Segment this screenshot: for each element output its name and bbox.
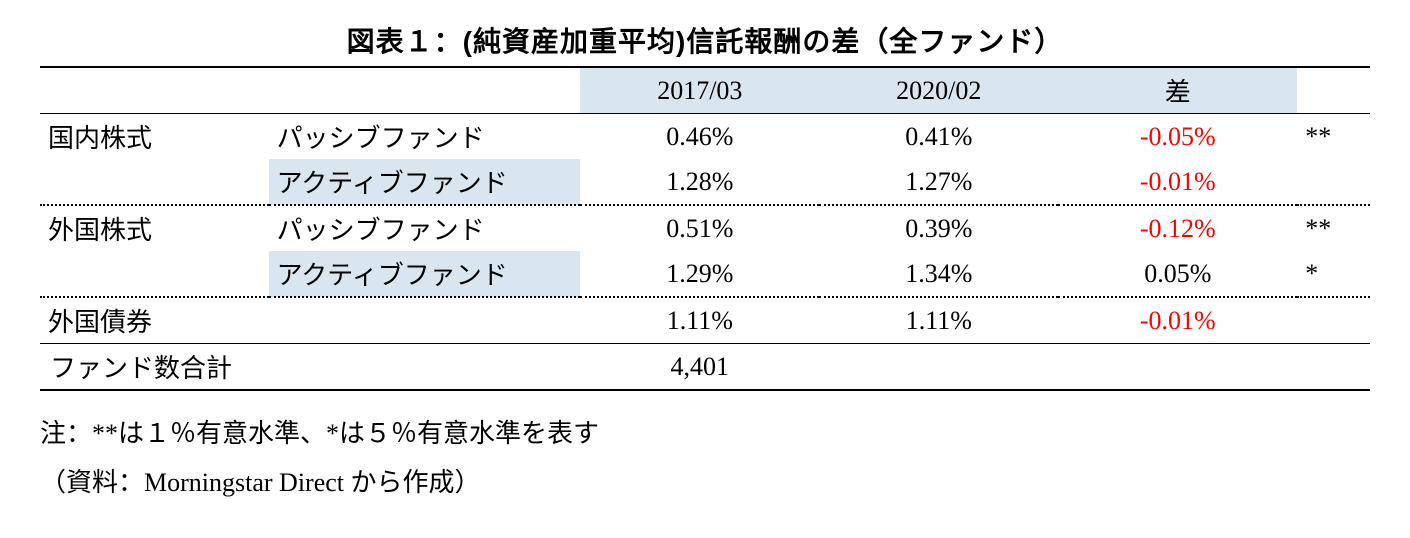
cell-2017: 1.29%: [580, 251, 819, 297]
cell-category: 外国株式: [40, 205, 269, 251]
table-row: ファンド数合計4,401: [40, 344, 1370, 391]
cell-fundtype: [269, 297, 581, 344]
cell-2017: 1.11%: [580, 297, 819, 344]
cell-fundtype: パッシブファンド: [269, 205, 581, 251]
col-header-category: [40, 67, 269, 114]
fee-diff-table: 2017/03 2020/02 差 国内株式パッシブファンド0.46%0.41%…: [40, 66, 1370, 391]
cell-2017: 0.46%: [580, 114, 819, 160]
cell-2020: 1.27%: [819, 159, 1058, 205]
cell-2017: 1.28%: [580, 159, 819, 205]
table-header-row: 2017/03 2020/02 差: [40, 67, 1370, 114]
table-body: 国内株式パッシブファンド0.46%0.41%-0.05%**アクティブファンド1…: [40, 114, 1370, 391]
cell-diff: [1058, 344, 1297, 391]
table-title: 図表１：(純資産加重平均)信託報酬の差（全ファンド）: [40, 20, 1370, 60]
table-row: 外国債券1.11%1.11%-0.01%: [40, 297, 1370, 344]
cell-diff: -0.01%: [1058, 297, 1297, 344]
cell-fundtype: アクティブファンド: [269, 159, 581, 205]
col-header-sig: [1297, 67, 1370, 114]
table-row: 国内株式パッシブファンド0.46%0.41%-0.05%**: [40, 114, 1370, 160]
cell-category: ファンド数合計: [40, 344, 580, 391]
cell-2020: 0.41%: [819, 114, 1058, 160]
cell-2020: 1.11%: [819, 297, 1058, 344]
cell-diff: -0.01%: [1058, 159, 1297, 205]
cell-category: 外国債券: [40, 297, 269, 344]
cell-2020: [819, 344, 1058, 391]
footnotes: 注：**は１％有意水準、*は５％有意水準を表す （資料：Morningstar …: [40, 409, 1370, 508]
cell-significance: [1297, 344, 1370, 391]
cell-2017: 4,401: [580, 344, 819, 391]
cell-category: 国内株式: [40, 114, 269, 160]
col-header-2020: 2020/02: [819, 67, 1058, 114]
col-header-diff: 差: [1058, 67, 1297, 114]
cell-significance: **: [1297, 114, 1370, 160]
cell-significance: *: [1297, 251, 1370, 297]
cell-diff: 0.05%: [1058, 251, 1297, 297]
cell-fundtype: パッシブファンド: [269, 114, 581, 160]
table-row: アクティブファンド1.29%1.34%0.05%*: [40, 251, 1370, 297]
cell-diff: -0.12%: [1058, 205, 1297, 251]
cell-significance: [1297, 159, 1370, 205]
footnote-source: （資料：Morningstar Direct から作成）: [40, 458, 1370, 507]
table-row: 外国株式パッシブファンド0.51%0.39%-0.12%**: [40, 205, 1370, 251]
cell-2017: 0.51%: [580, 205, 819, 251]
cell-diff: -0.05%: [1058, 114, 1297, 160]
cell-category: [40, 159, 269, 205]
cell-category: [40, 251, 269, 297]
col-header-fundtype: [269, 67, 581, 114]
cell-fundtype: アクティブファンド: [269, 251, 581, 297]
footnote-significance: 注：**は１％有意水準、*は５％有意水準を表す: [40, 409, 1370, 458]
cell-2020: 0.39%: [819, 205, 1058, 251]
cell-significance: [1297, 297, 1370, 344]
cell-2020: 1.34%: [819, 251, 1058, 297]
table-row: アクティブファンド1.28%1.27%-0.01%: [40, 159, 1370, 205]
col-header-2017: 2017/03: [580, 67, 819, 114]
cell-significance: **: [1297, 205, 1370, 251]
